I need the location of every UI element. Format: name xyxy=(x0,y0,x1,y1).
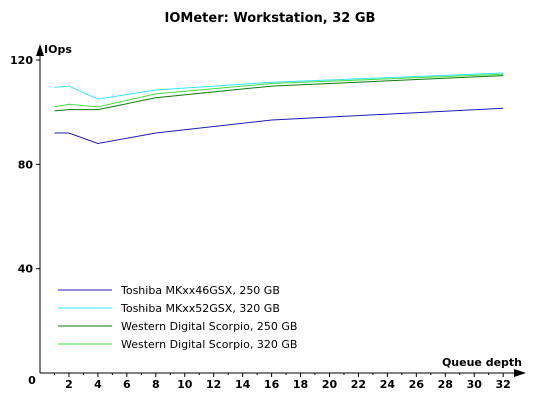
x-tick-label: 26 xyxy=(409,378,425,391)
axes: IOps Queue depth 0 xyxy=(28,43,526,387)
x-ticks: 2 4 6 8 10 12 14 16 18 20 22 24 26 28 30 32 xyxy=(53,373,511,391)
legend-label-2: Toshiba MKxx52GSX, 320 GB xyxy=(120,302,280,315)
chart-title: IOMeter: Workstation, 32 GB xyxy=(165,11,376,26)
x-axis-title: Queue depth xyxy=(442,356,522,369)
x-tick-label: 4 xyxy=(94,378,102,391)
plot-area xyxy=(54,72,504,145)
legend-label-4: Western Digital Scorpio, 320 GB xyxy=(121,338,297,351)
x-tick-label: 24 xyxy=(380,378,396,391)
series-line-4 xyxy=(54,73,504,108)
series-line-1 xyxy=(54,107,504,145)
legend-label-3: Western Digital Scorpio, 250 GB xyxy=(121,320,297,333)
y-tick-label: 40 xyxy=(18,263,34,276)
x-tick-label: 8 xyxy=(152,378,160,391)
x-tick-label: 6 xyxy=(123,378,131,391)
y-axis-arrow xyxy=(36,44,44,56)
x-tick-label: 32 xyxy=(496,378,511,391)
series-line-3 xyxy=(54,75,504,112)
x-tick-label: 16 xyxy=(264,378,280,391)
legend-label-1: Toshiba MKxx46GSX, 250 GB xyxy=(120,284,280,297)
x-tick-label: 22 xyxy=(351,378,366,391)
x-axis-arrow xyxy=(514,369,526,377)
y-axis-title: IOps xyxy=(44,43,72,56)
y-tick-label: 80 xyxy=(18,158,34,171)
x-tick-label: 12 xyxy=(206,378,221,391)
x-tick-label: 18 xyxy=(293,378,308,391)
legend: Toshiba MKxx46GSX, 250 GB Toshiba MKxx52G… xyxy=(58,284,297,351)
y-tick-label: 120 xyxy=(10,54,33,67)
x-tick-label: 10 xyxy=(177,378,193,391)
x-tick-label: 20 xyxy=(322,378,338,391)
x-tick-label: 28 xyxy=(438,378,453,391)
y-ticks: 40 80 120 xyxy=(10,54,40,276)
x-tick-label: 30 xyxy=(467,378,483,391)
origin-label: 0 xyxy=(28,374,36,387)
series-line-2 xyxy=(54,72,504,100)
x-tick-label: 2 xyxy=(65,378,73,391)
x-tick-label: 14 xyxy=(235,378,251,391)
